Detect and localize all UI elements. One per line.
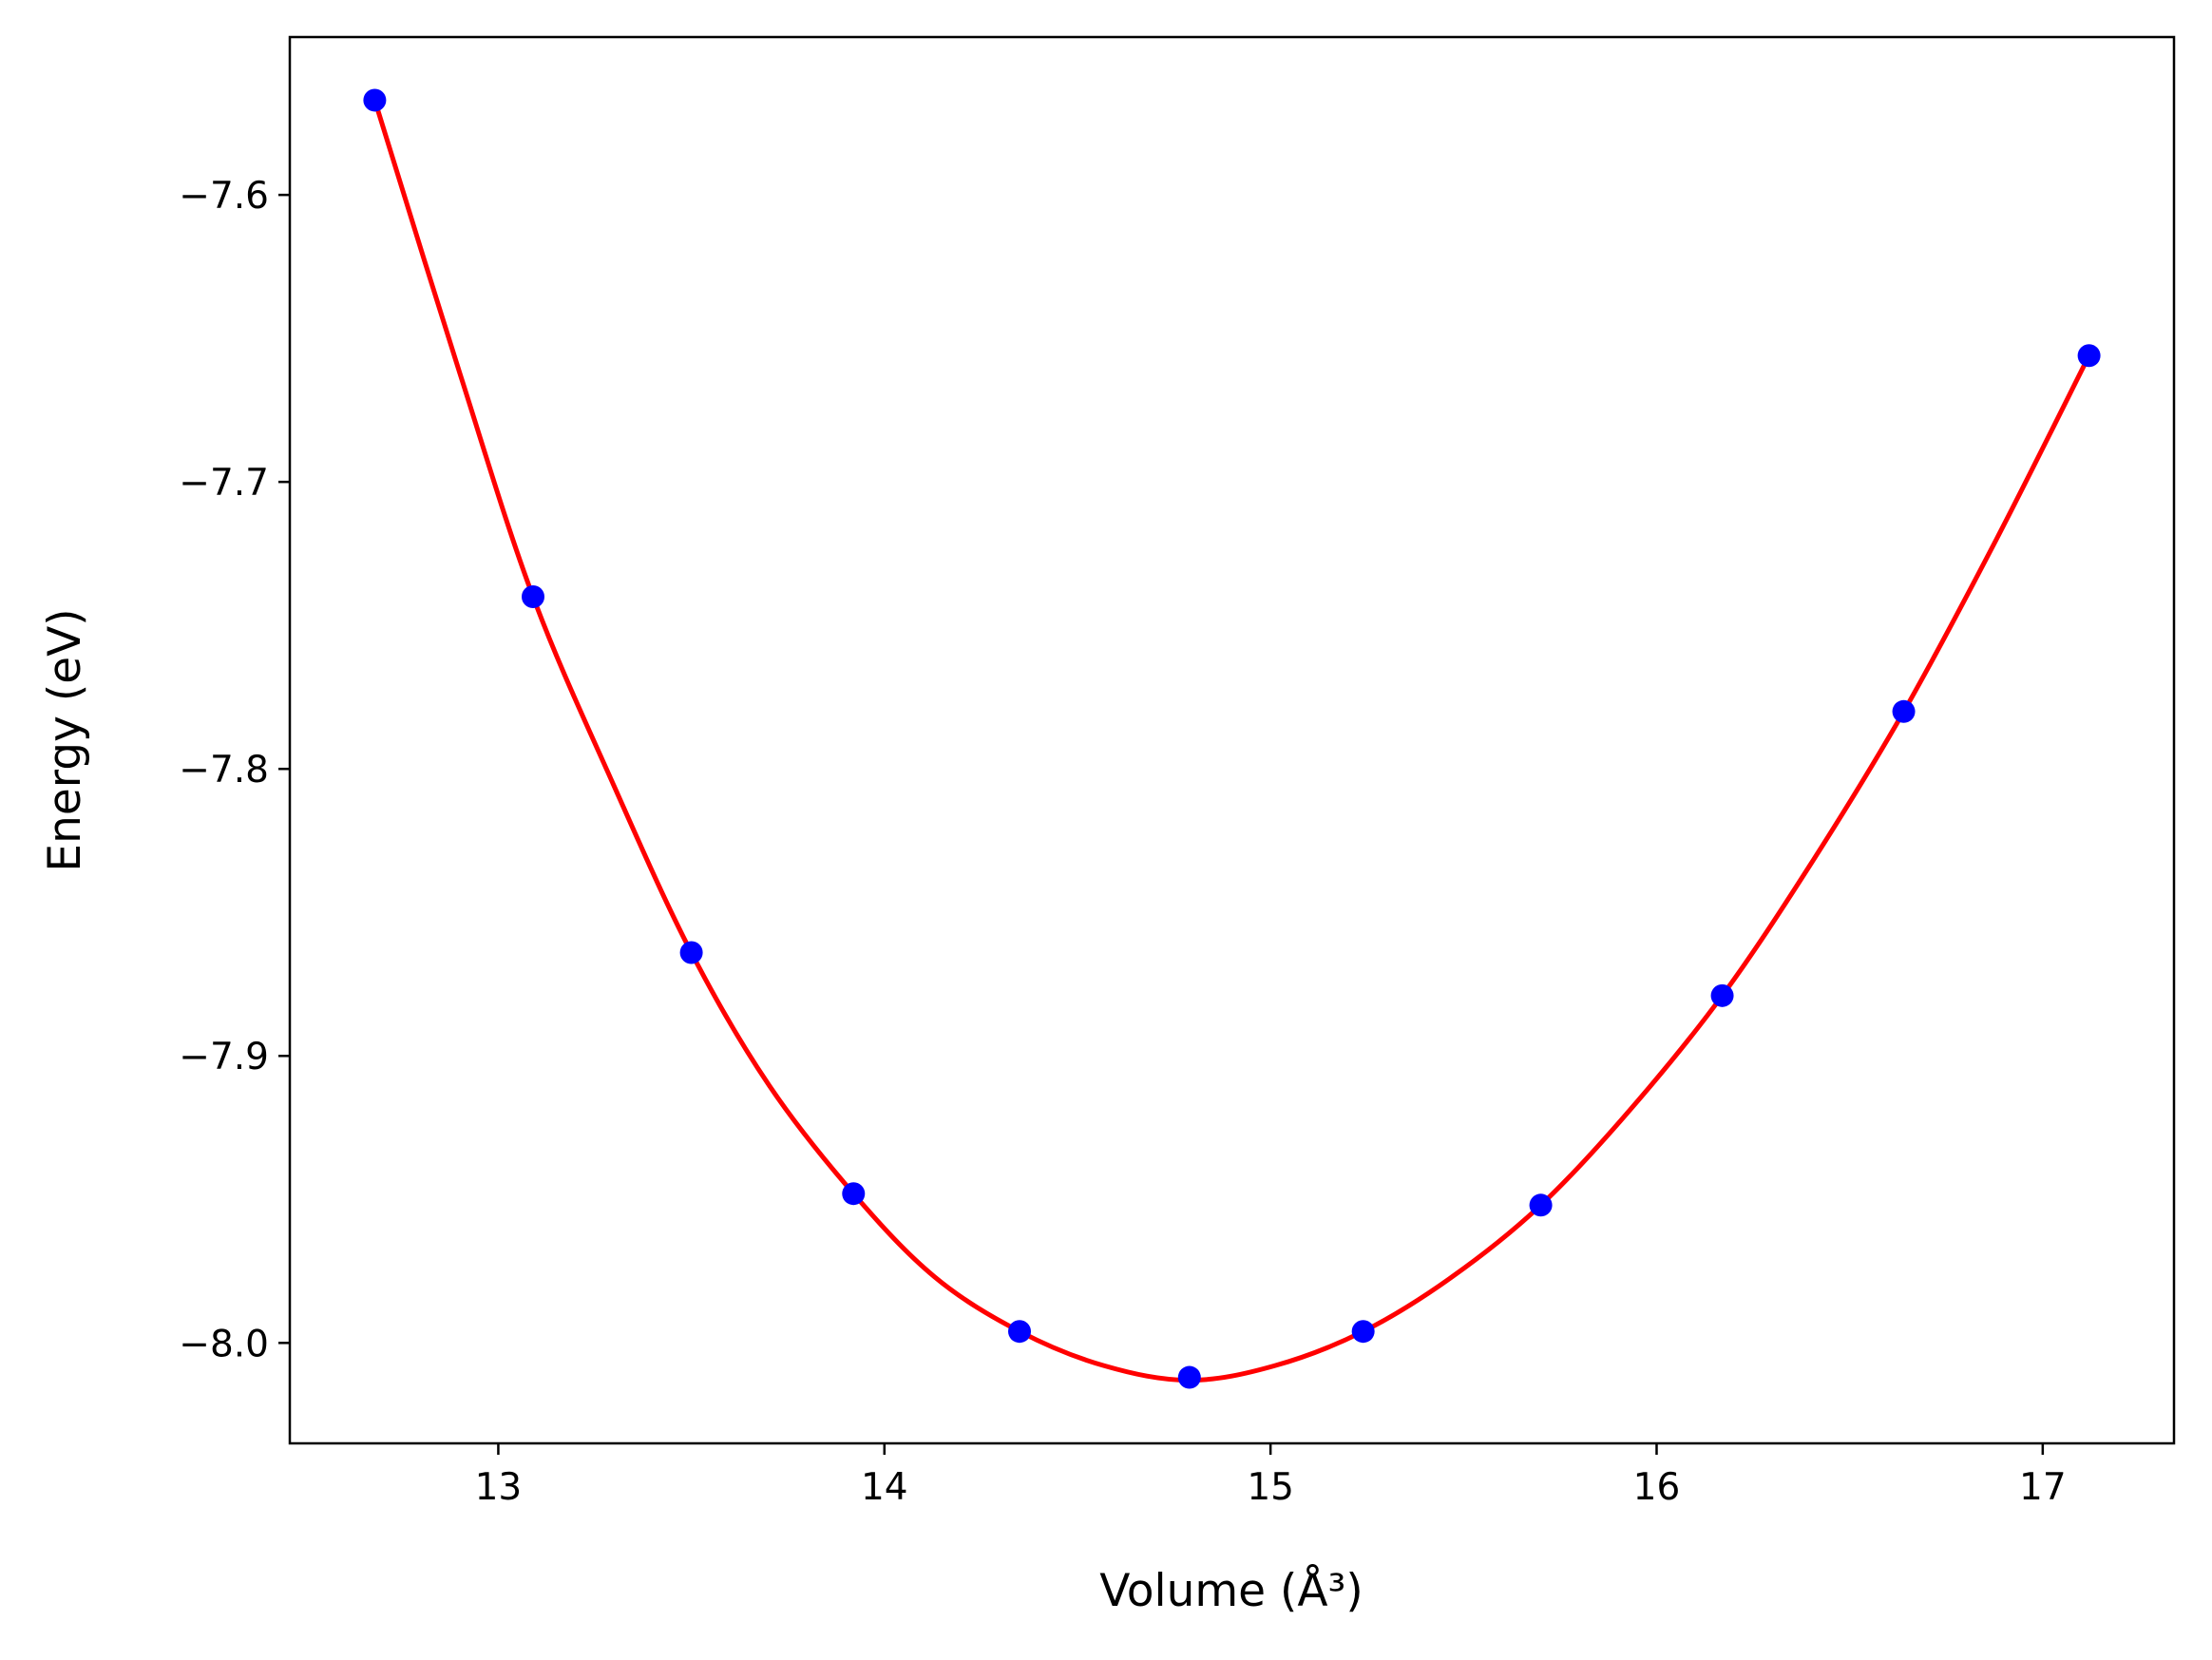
x-tick-label: 13	[475, 1466, 523, 1509]
y-axis-title: Energy (eV)	[39, 608, 91, 871]
x-tick-label: 15	[1247, 1466, 1294, 1509]
data-point	[842, 1182, 866, 1206]
data-point	[363, 88, 387, 112]
y-tick-label: −7.8	[179, 749, 269, 792]
data-point	[1529, 1193, 1553, 1217]
x-axis-title: Volume (Å³)	[1099, 1565, 1363, 1617]
x-tick-label: 14	[861, 1466, 908, 1509]
plot-frame	[288, 35, 2176, 1445]
data-point	[1892, 699, 1916, 723]
x-tick-label: 17	[2019, 1466, 2067, 1509]
data-point	[2077, 344, 2101, 368]
axis-ticks: 13 14 15 16 17 −8.0 −7.9 −7.8 −7.7 −7.6	[179, 175, 2066, 1509]
y-tick-label: −8.0	[179, 1323, 269, 1365]
y-tick-label: −7.7	[179, 462, 269, 505]
fit-curve-line	[372, 99, 2091, 1383]
plot-data	[363, 88, 2101, 1389]
data-point	[522, 584, 545, 608]
x-tick-label: 16	[1633, 1466, 1681, 1509]
data-point	[1710, 983, 1734, 1007]
y-tick-label: −7.9	[179, 1036, 269, 1078]
data-point	[679, 941, 703, 964]
data-point	[1351, 1320, 1375, 1344]
data-point	[1177, 1365, 1201, 1389]
data-point	[1008, 1320, 1032, 1344]
y-tick-label: −7.6	[179, 175, 269, 218]
